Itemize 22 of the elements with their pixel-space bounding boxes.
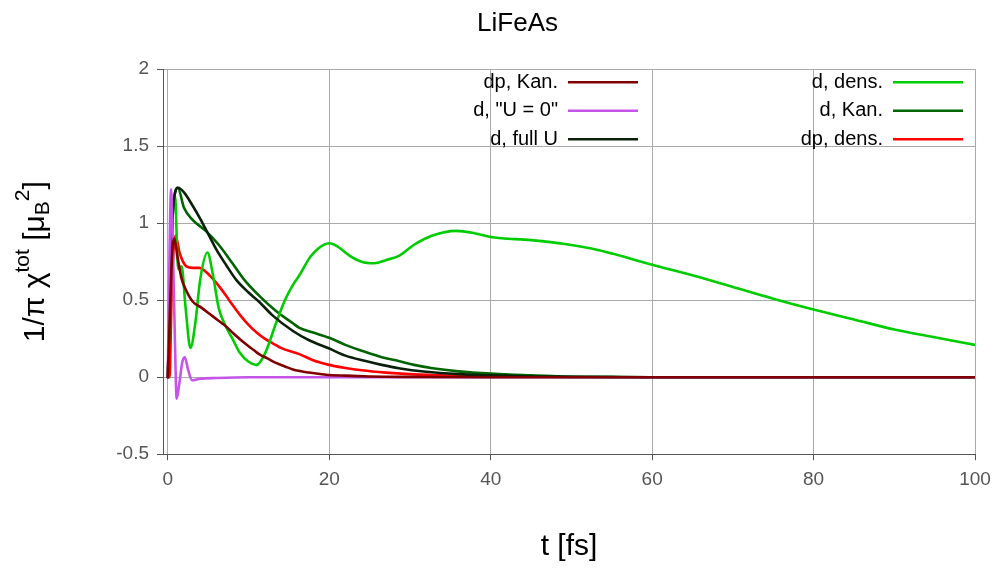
x-tick-label: 60 <box>641 467 663 489</box>
y-tick-label: 1 <box>138 211 149 233</box>
legend-label: dp, Kan. <box>483 69 558 92</box>
chart-title: LiFeAs <box>477 6 558 37</box>
x-tick-label: 80 <box>803 467 825 489</box>
y-axis-title: 1/π χtot [μB2] <box>10 181 54 343</box>
y-tick-label: 0.5 <box>122 288 149 310</box>
line-series <box>166 237 975 379</box>
x-tick-label: 20 <box>318 467 340 489</box>
y-tick-label: 0 <box>138 365 149 387</box>
y-tick-label: 2 <box>138 57 149 79</box>
x-tick-label: 100 <box>959 467 991 489</box>
legend-label: d, Kan. <box>819 98 883 121</box>
legend-label: dp, dens. <box>800 126 883 149</box>
x-tick-label: 40 <box>480 467 502 489</box>
x-axis-title: t [fs] <box>540 528 598 562</box>
x-tick-label: 0 <box>162 467 174 489</box>
legend-label: d, full U <box>490 126 558 149</box>
legend-label: d, "U = 0" <box>473 98 558 121</box>
y-tick-label: 1.5 <box>122 134 149 156</box>
legend-label: d, dens. <box>811 69 883 92</box>
y-tick-label: -0.5 <box>116 442 149 464</box>
